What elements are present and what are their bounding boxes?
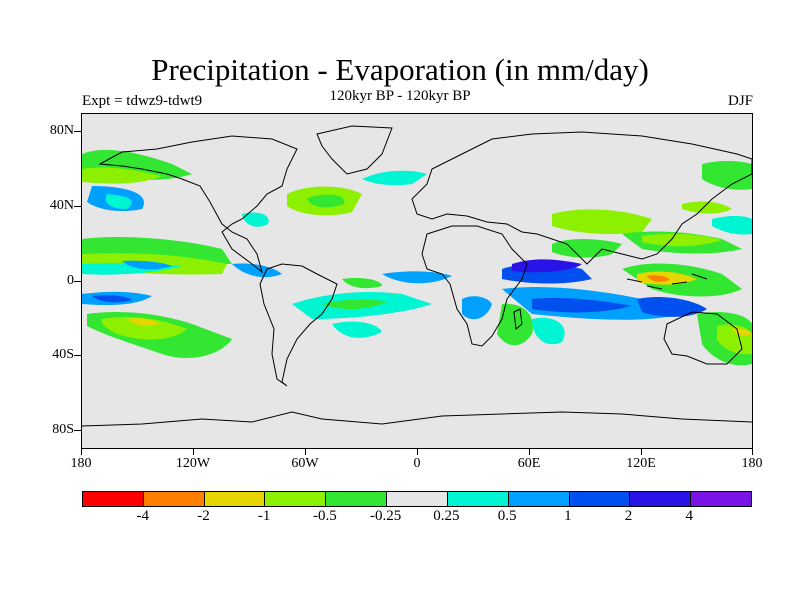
lat-label-40n: 40N	[49, 198, 74, 213]
plot-subtitle: 120kyr BP - 120kyr BP	[329, 88, 471, 104]
colorbar	[82, 491, 752, 507]
colorbar-swatch	[265, 492, 327, 506]
lon-tick	[81, 449, 82, 455]
lat-tick	[74, 430, 81, 431]
colorbar-label: 0.5	[497, 508, 517, 524]
lon-label-0: 0	[413, 456, 421, 471]
colorbar-label: -0.25	[370, 508, 402, 524]
colorbar-swatch	[204, 492, 266, 506]
colorbar-label: -4	[136, 508, 149, 524]
north-america-coastline	[98, 135, 298, 274]
colorbar-label: -1	[257, 508, 271, 524]
lon-label-120w: 120W	[175, 456, 211, 471]
coastlines	[82, 125, 752, 427]
lon-label-120e: 120E	[626, 456, 656, 471]
pe-anomaly-field	[82, 149, 752, 366]
colorbar-swatch	[447, 492, 509, 506]
colorbar-swatch	[569, 492, 631, 506]
experiment-label: Expt = tdwz9-tdwt9	[82, 93, 203, 109]
colorbar-label: -2	[197, 508, 210, 524]
south-america-coastline	[259, 263, 338, 387]
colorbar-swatch	[387, 492, 448, 506]
africa-coastline	[421, 225, 528, 347]
lon-tick	[529, 449, 530, 455]
australia-coastline	[663, 311, 743, 365]
lon-tick	[641, 449, 642, 455]
colorbar-label: 4	[685, 508, 694, 524]
colorbar-swatch	[508, 492, 570, 506]
maritime-continent-islands	[626, 273, 708, 290]
lat-label-40s: 40S	[52, 347, 74, 362]
season-label: DJF	[727, 93, 753, 109]
colorbar-label: -0.5	[313, 508, 337, 524]
eurasia-coastline	[411, 131, 752, 265]
lon-label-60e: 60E	[517, 456, 541, 471]
colorbar-label: 1	[564, 508, 572, 524]
lon-tick	[417, 449, 418, 455]
lat-label-80s: 80S	[52, 422, 74, 437]
colorbar-swatch	[326, 492, 388, 506]
plot-title: Precipitation - Evaporation (in mm/day)	[151, 52, 649, 87]
map-panel	[81, 113, 753, 449]
madagascar-coastline	[513, 308, 523, 330]
colorbar-swatch	[691, 492, 751, 506]
colorbar-swatch	[630, 492, 692, 506]
map-canvas	[82, 125, 752, 427]
antarctica-coastline	[82, 411, 752, 427]
lon-tick	[193, 449, 194, 455]
lat-tick	[74, 355, 81, 356]
lat-label-0: 0	[67, 273, 74, 288]
colorbar-label: 0.25	[433, 508, 460, 524]
lat-label-80n: 80N	[49, 123, 74, 138]
lon-tick	[752, 449, 753, 455]
lon-label-180w: 180	[70, 456, 92, 471]
lon-tick	[305, 449, 306, 455]
colorbar-swatch	[83, 492, 144, 506]
lat-tick	[74, 131, 81, 132]
greenland-coastline	[316, 125, 393, 175]
lat-tick	[74, 281, 81, 282]
lon-label-60w: 60W	[291, 456, 319, 471]
colorbar-swatch	[143, 492, 205, 506]
lon-label-180e: 180	[741, 456, 763, 471]
lat-tick	[74, 206, 81, 207]
colorbar-label: 2	[624, 508, 633, 524]
